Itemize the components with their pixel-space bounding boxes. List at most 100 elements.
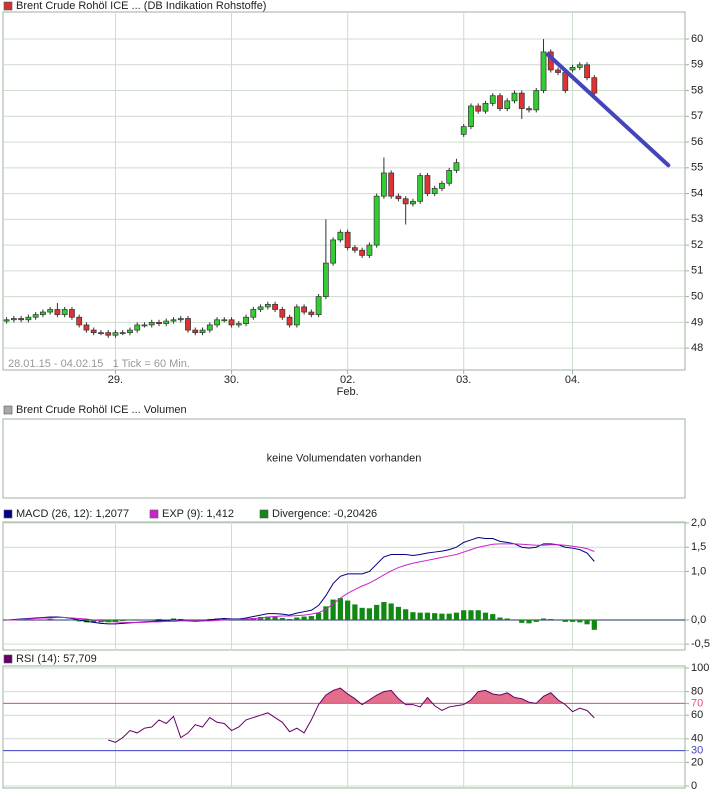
candle-body <box>235 323 242 326</box>
candle-body <box>141 324 148 327</box>
x-month-label: Feb. <box>337 386 359 398</box>
divergence-bar <box>453 612 460 620</box>
candle-body <box>518 92 525 109</box>
divergence-bar <box>417 612 423 620</box>
y-tick-label: 80 <box>691 686 703 698</box>
legend-swatch <box>149 509 159 519</box>
candle-body <box>119 332 126 335</box>
candle-body <box>228 319 235 326</box>
plot-area <box>2 521 686 651</box>
candle-body <box>533 90 540 111</box>
candle-body <box>388 172 395 197</box>
divergence-bar <box>359 607 365 620</box>
divergence-bar <box>562 619 568 622</box>
divergence-bar <box>569 619 576 622</box>
legend-label: Brent Crude Rohöl ICE ... (DB Indikation… <box>16 0 266 12</box>
candle-body <box>344 231 351 249</box>
divergence-bar <box>395 606 402 620</box>
y-tick-label: 57 <box>691 110 703 122</box>
y-tick-label: 1,0 <box>691 565 706 577</box>
divergence-bar <box>548 618 554 620</box>
x-tick-label: 02. <box>340 374 355 386</box>
candle-body <box>591 77 598 94</box>
candle-body <box>511 92 518 102</box>
series-line <box>108 687 595 743</box>
y-tick-label: 100 <box>691 662 709 674</box>
candle-body <box>105 332 112 336</box>
divergence-bar <box>540 618 547 620</box>
legend-swatch <box>3 1 13 11</box>
y-tick-label: 51 <box>691 265 703 277</box>
candle-body <box>163 320 170 324</box>
candle-body <box>214 319 220 326</box>
candle-body <box>25 316 32 321</box>
divergence-bar <box>170 618 177 620</box>
candle-body <box>308 311 315 315</box>
candle-body <box>243 316 249 324</box>
candle-body <box>177 318 184 321</box>
candle-body <box>468 105 474 127</box>
divergence-bar <box>577 619 583 623</box>
divergence-bar <box>156 618 162 620</box>
candle-body <box>439 182 445 189</box>
candle-body <box>569 67 576 71</box>
candle-body <box>330 239 337 264</box>
series-line <box>6 537 595 625</box>
divergence-bar <box>366 608 373 620</box>
candle-body <box>555 69 561 73</box>
candle-body <box>206 324 213 331</box>
divergence-bar <box>497 617 503 620</box>
legend-label: Divergence: -0,20426 <box>272 508 377 520</box>
candle-body <box>301 306 307 313</box>
y-tick-label: 52 <box>691 239 703 251</box>
divergence-bar <box>533 619 539 622</box>
candle-body <box>381 172 387 197</box>
no-data-note: keine Volumendaten vorhanden <box>267 452 422 464</box>
legend-label: EXP (9): 1,412 <box>162 508 234 520</box>
divergence-bar <box>47 618 53 620</box>
candle-body <box>199 329 206 334</box>
divergence-bar <box>432 613 438 620</box>
y-tick-label: 54 <box>691 187 703 199</box>
divergence-bar <box>323 606 329 620</box>
y-tick-label: -0,5 <box>691 638 710 650</box>
legend-swatch <box>259 509 269 519</box>
x-tick-label: 29. <box>108 374 123 386</box>
y-tick-label: 55 <box>691 162 703 174</box>
candle-body <box>482 103 489 112</box>
candle-body <box>359 249 366 256</box>
y-tick-label: 53 <box>691 213 703 225</box>
candle-body <box>584 64 590 79</box>
candle-body <box>366 244 373 256</box>
y-tick-label: 48 <box>691 342 703 354</box>
divergence-bar <box>526 619 532 624</box>
legend-swatch <box>3 405 13 415</box>
candle-body <box>156 322 162 324</box>
y-tick-label: 58 <box>691 84 703 96</box>
candle-body <box>293 306 300 326</box>
divergence-bar <box>112 619 119 622</box>
divergence-bar <box>519 619 525 623</box>
candle-body <box>402 198 409 205</box>
y-tick-label: 2,0 <box>691 517 706 529</box>
legend-label: Brent Crude Rohöl ICE ... Volumen <box>16 404 187 416</box>
candle-body <box>257 306 264 310</box>
y-tick-label: 60 <box>691 33 703 45</box>
y-tick-label: 70 <box>691 697 703 709</box>
candle-body <box>322 262 329 297</box>
candle-body <box>90 329 97 334</box>
series-line <box>6 543 595 623</box>
candle-body <box>562 72 569 91</box>
divergence-bar <box>410 612 416 620</box>
candle-body <box>61 309 68 315</box>
x-tick-label: 04. <box>565 374 580 386</box>
candle-body <box>446 170 453 184</box>
period-note: 28.01.15 - 04.02.15 1 Tick = 60 Min. <box>8 358 190 370</box>
divergence-bar <box>504 618 510 620</box>
x-tick-label: 03. <box>456 374 471 386</box>
candle-body <box>395 195 402 200</box>
candle-body <box>286 316 293 326</box>
candle-body <box>10 318 17 321</box>
y-tick-label: 59 <box>691 59 703 71</box>
y-tick-label: 49 <box>691 316 703 328</box>
